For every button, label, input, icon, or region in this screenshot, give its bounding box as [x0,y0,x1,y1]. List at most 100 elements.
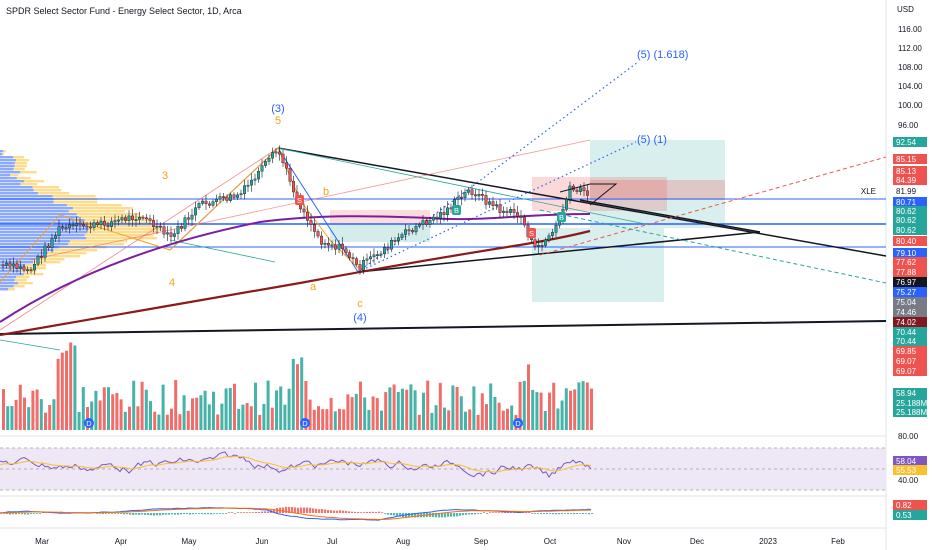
candle-body [127,215,131,221]
buy-marker[interactable]: B [452,205,461,215]
price-badge[interactable]: 77.62 [893,257,927,267]
macd-bar [132,513,135,516]
price-badge[interactable]: 25.188M [893,398,927,408]
profile-bar [0,219,85,222]
rsi-line[interactable] [0,451,592,479]
rsi-ma-line[interactable] [0,455,592,473]
macd-bar [315,508,318,513]
price-badge[interactable]: 92.54 [893,137,927,147]
candle-body [68,224,71,229]
price-badge[interactable]: 75.04 [893,297,927,307]
volume-bar [430,412,434,430]
volume-bar [170,408,173,430]
trendline[interactable] [0,320,887,335]
wave-projection[interactable] [357,141,637,273]
price-badge[interactable]: 55.53 [893,465,927,475]
target-box[interactable] [532,228,664,302]
price-badge[interactable]: 58.94 [893,388,927,398]
macd-signal-line[interactable] [0,507,592,520]
sell-marker[interactable]: S [527,228,536,238]
ma-purple[interactable] [0,213,591,323]
volume-bar [249,406,253,430]
dashed-projection[interactable] [539,156,887,256]
candle-body [467,189,470,193]
price-badge[interactable]: 80.40 [893,236,927,246]
zone-box[interactable] [330,224,430,242]
price-badge[interactable]: 74.02 [893,317,927,327]
price-badge[interactable]: 80.71 [893,197,927,207]
time-axis[interactable]: Mar Apr May Jun Jul Aug Sep Oct Nov Dec 2023 Feb [35,537,845,546]
price-badge[interactable]: 69.85 [893,346,927,356]
volume-bar [287,388,291,430]
price-badge[interactable]: 74.46 [893,307,927,317]
volume-bar [102,387,106,430]
symbol-label: XLE [861,187,876,196]
macd-bar [390,513,393,516]
price-badge[interactable]: 84.39 [893,175,927,185]
candle-body [29,269,33,271]
volume-bar [409,384,413,430]
price-badge[interactable]: 85.13 [893,166,927,176]
stop-box[interactable] [590,180,725,200]
profile-bar [0,174,11,177]
macd-bar [339,510,342,513]
price-badge[interactable]: 69.07 [893,366,927,376]
macd-bar [582,513,585,515]
profile-bar [0,171,21,174]
buy-marker[interactable]: B [557,212,566,222]
macd-bar [249,512,252,513]
price-badge[interactable]: 0.53 [893,510,927,520]
volume-bar [270,407,274,430]
candle-body [344,248,348,253]
macd-bar [261,511,264,513]
macd-bar [243,512,246,513]
price-badge-text: 74.46 [896,308,917,317]
price-badge[interactable]: 77.88 [893,267,927,277]
wave-line-orange[interactable] [0,147,359,283]
trendline[interactable] [277,147,887,257]
candle-body [61,226,64,229]
price-badge[interactable]: 80.62 [893,225,927,235]
price-badge[interactable]: 58.04 [893,456,927,466]
price-badge[interactable]: 85.15 [893,154,927,164]
price-badge[interactable]: 69.07 [893,356,927,366]
trendline[interactable] [357,231,761,273]
price-badge[interactable]: 25.188M [893,407,927,417]
volume-bar [258,414,262,430]
price-badge[interactable]: 79.10 [893,248,927,258]
dividend-marker[interactable]: D [513,418,523,428]
candle-body [379,253,383,256]
dividend-marker[interactable]: D [300,418,310,428]
small-wedge[interactable] [559,183,618,206]
channel-line[interactable] [29,139,591,261]
candle-body [12,263,15,267]
dividend-marker[interactable]: D [84,418,94,428]
trendline[interactable] [579,199,761,233]
candle-body [579,187,582,192]
candle-body [404,229,407,235]
price-badge[interactable]: 0.82 [893,500,927,510]
profile-bar [13,168,25,171]
candle-body [470,189,474,195]
candle-body [113,220,117,223]
teal-line[interactable] [277,147,651,226]
volume-bar [363,397,367,430]
time-tick: Feb [831,537,845,546]
candle-body [390,240,393,250]
candle-body [407,229,411,232]
sell-marker[interactable]: S [295,195,304,205]
price-badge[interactable]: 70.44 [893,327,927,337]
candle-body [393,240,397,242]
price-badge[interactable]: 80.62 [893,206,927,216]
price-badge[interactable]: 76.97 [893,277,927,287]
price-badge[interactable]: 80.62 [893,215,927,225]
volume-bar [195,397,199,430]
volume-bar [464,411,467,430]
price-badge[interactable]: 70.44 [893,336,927,346]
profile-bar [0,180,25,183]
price-badge[interactable]: 75.27 [893,287,927,297]
channel-line[interactable] [0,147,279,331]
macd-bar [555,513,558,515]
dashed-projection[interactable] [539,209,887,284]
